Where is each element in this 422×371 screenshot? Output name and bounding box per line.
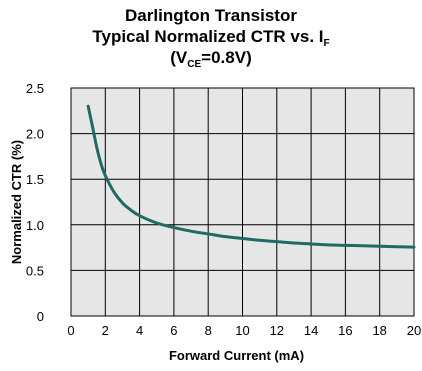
x-tick-label: 0 (67, 323, 74, 338)
x-tick-label: 8 (205, 323, 212, 338)
x-tick-label: 14 (304, 323, 318, 338)
y-tick-label: 1.5 (26, 172, 44, 187)
chart-title-line-2-subscript: F (323, 38, 330, 49)
x-tick-label: 12 (270, 323, 284, 338)
x-axis-label: Forward Current (mA) (169, 348, 304, 363)
x-tick-label: 20 (407, 323, 421, 338)
chart-title-line-2-main: Typical Normalized CTR vs. I (92, 27, 324, 46)
plot-border (70, 87, 415, 317)
x-tick-label: 16 (338, 323, 352, 338)
chart-title-line-3-subscript: CE (187, 59, 202, 70)
chart-title-line-3: (VCE=0.8V) (0, 48, 422, 71)
chart-title-line-1: Darlington Transistor (125, 6, 297, 25)
y-axis-label: Normalized CTR (%) (9, 140, 24, 264)
chart-title-line-3-open: (V (170, 48, 188, 67)
ctr-curve (86, 104, 416, 249)
x-tick-label: 4 (136, 323, 143, 338)
x-tick-label: 2 (102, 323, 109, 338)
y-tick-label: 2.5 (26, 81, 44, 96)
y-tick-label: 0 (37, 309, 44, 324)
x-tick-label: 10 (235, 323, 249, 338)
chart-title-line-2: Typical Normalized CTR vs. IF (0, 27, 422, 50)
chart-title-line-3-close: =0.8V) (201, 48, 252, 67)
y-tick-label: 2.0 (26, 127, 44, 142)
y-tick-label: 0.5 (26, 263, 44, 278)
x-tick-label: 6 (170, 323, 177, 338)
x-tick-label: 18 (372, 323, 386, 338)
y-tick-label: 1.0 (26, 218, 44, 233)
